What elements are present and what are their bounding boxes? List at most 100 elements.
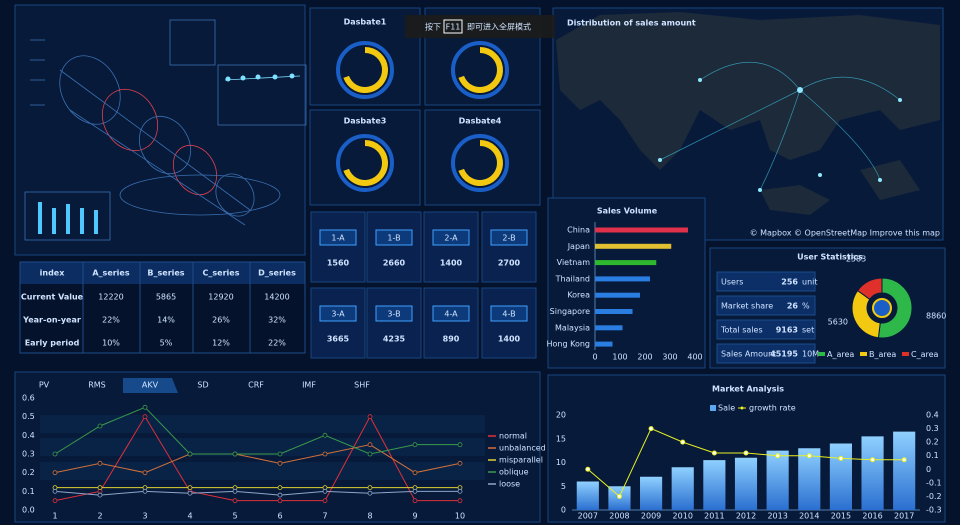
tab[interactable]: SD xyxy=(197,381,208,390)
hint-prefix: 按下 xyxy=(425,22,441,32)
stat-box xyxy=(716,343,816,364)
pie-label: 8860 xyxy=(926,312,946,321)
table-cell: 32% xyxy=(268,316,286,325)
tab[interactable]: SHF xyxy=(354,381,370,390)
tile-value: 890 xyxy=(443,335,460,344)
y2-tick-label: 0 xyxy=(926,465,931,474)
y-tick-label: 0.4 xyxy=(22,431,35,440)
point xyxy=(277,451,283,457)
legend-label: normal xyxy=(499,432,527,441)
bar xyxy=(640,476,663,510)
pie-slice xyxy=(877,277,913,339)
tile-frame xyxy=(366,287,422,359)
tile-value: 3665 xyxy=(327,335,350,344)
x-tick-label: 2012 xyxy=(736,512,756,521)
sales-panel xyxy=(547,197,706,369)
stat-value: 26 xyxy=(787,302,799,311)
y-tick-label: Vietnam xyxy=(557,258,591,267)
x-tick-label: 2011 xyxy=(704,512,724,521)
point xyxy=(232,498,238,504)
tile-label: 1-A xyxy=(331,234,345,243)
table-header: index xyxy=(40,269,66,278)
bar xyxy=(861,436,884,510)
point xyxy=(97,460,103,466)
tile-frame xyxy=(366,211,422,283)
gauge-ring xyxy=(336,41,394,99)
stat-label: Users xyxy=(721,278,743,287)
stat-value: 9163 xyxy=(776,326,798,335)
band xyxy=(40,462,485,480)
y-tick-label: 20 xyxy=(556,411,566,420)
band xyxy=(40,438,485,456)
landmass xyxy=(556,12,940,170)
legend-label: growth rate xyxy=(749,404,796,413)
stat-box xyxy=(716,319,816,340)
point xyxy=(142,404,148,410)
point xyxy=(52,488,58,494)
y-tick-label: 10 xyxy=(556,458,566,467)
tile-frame xyxy=(423,211,479,283)
table-cell: 12220 xyxy=(98,293,123,302)
x-tick-label: 7 xyxy=(322,512,327,521)
x-tick-label: 1 xyxy=(52,512,57,521)
table-header: B_series xyxy=(147,269,184,278)
x-tick-label: 2 xyxy=(97,512,102,521)
point xyxy=(142,470,148,476)
tab[interactable]: RMS xyxy=(88,381,106,390)
y-tick-label: 0 xyxy=(561,506,566,515)
stat-box xyxy=(716,295,816,316)
tile-value: 1400 xyxy=(440,259,463,268)
point xyxy=(142,488,148,494)
stat-unit: set xyxy=(802,326,814,335)
tile-label: 4-A xyxy=(444,310,458,319)
point xyxy=(457,442,463,448)
y-tick-label: 5 xyxy=(561,482,566,491)
x-tick-label: 8 xyxy=(367,512,372,521)
point xyxy=(457,498,463,504)
stat-unit: unit xyxy=(802,278,818,287)
y-tick-label: Thailand xyxy=(555,274,590,283)
x-tick-label: 2014 xyxy=(799,512,819,521)
point xyxy=(187,490,193,496)
table-header: D_series xyxy=(258,269,296,278)
point xyxy=(97,492,103,498)
legend-label: C_area xyxy=(911,350,939,359)
bar xyxy=(703,460,726,510)
x-tick-label: 10 xyxy=(455,512,465,521)
tab[interactable]: CRF xyxy=(248,381,264,390)
y-tick-label: 15 xyxy=(556,434,566,443)
point xyxy=(322,488,328,494)
tab[interactable]: AKV xyxy=(142,381,159,390)
point xyxy=(585,466,591,472)
tile-label-box xyxy=(490,305,528,322)
map-illustration xyxy=(556,12,940,215)
tile-frame xyxy=(310,211,366,283)
point xyxy=(367,451,373,457)
point xyxy=(52,470,58,476)
table-cell: 5% xyxy=(160,339,173,348)
point xyxy=(680,439,686,445)
bar xyxy=(829,443,852,510)
bar xyxy=(595,227,688,233)
x-tick-label: 100 xyxy=(612,353,627,362)
x-tick-label: 5 xyxy=(232,512,237,521)
gauge-arc xyxy=(458,140,503,186)
tab[interactable]: PV xyxy=(39,381,50,390)
tile-label-box xyxy=(490,229,528,246)
legend-label: oblique xyxy=(499,468,529,477)
point xyxy=(648,426,654,432)
table-cell: Year-on-year xyxy=(22,316,81,325)
gauge-ring xyxy=(451,41,509,99)
point xyxy=(277,498,283,504)
y2-tick-label: 0.4 xyxy=(926,411,939,420)
x-tick-label: 2013 xyxy=(767,512,787,521)
point xyxy=(412,470,418,476)
tile-label: 3-B xyxy=(387,310,400,319)
tab[interactable]: IMF xyxy=(302,381,316,390)
fullscreen-hint-bg xyxy=(405,15,555,38)
table-cell: 14200 xyxy=(264,293,289,302)
point xyxy=(367,485,373,491)
bar xyxy=(595,292,640,298)
x-tick-label: 2008 xyxy=(609,512,629,521)
x-tick-label: 200 xyxy=(637,353,652,362)
